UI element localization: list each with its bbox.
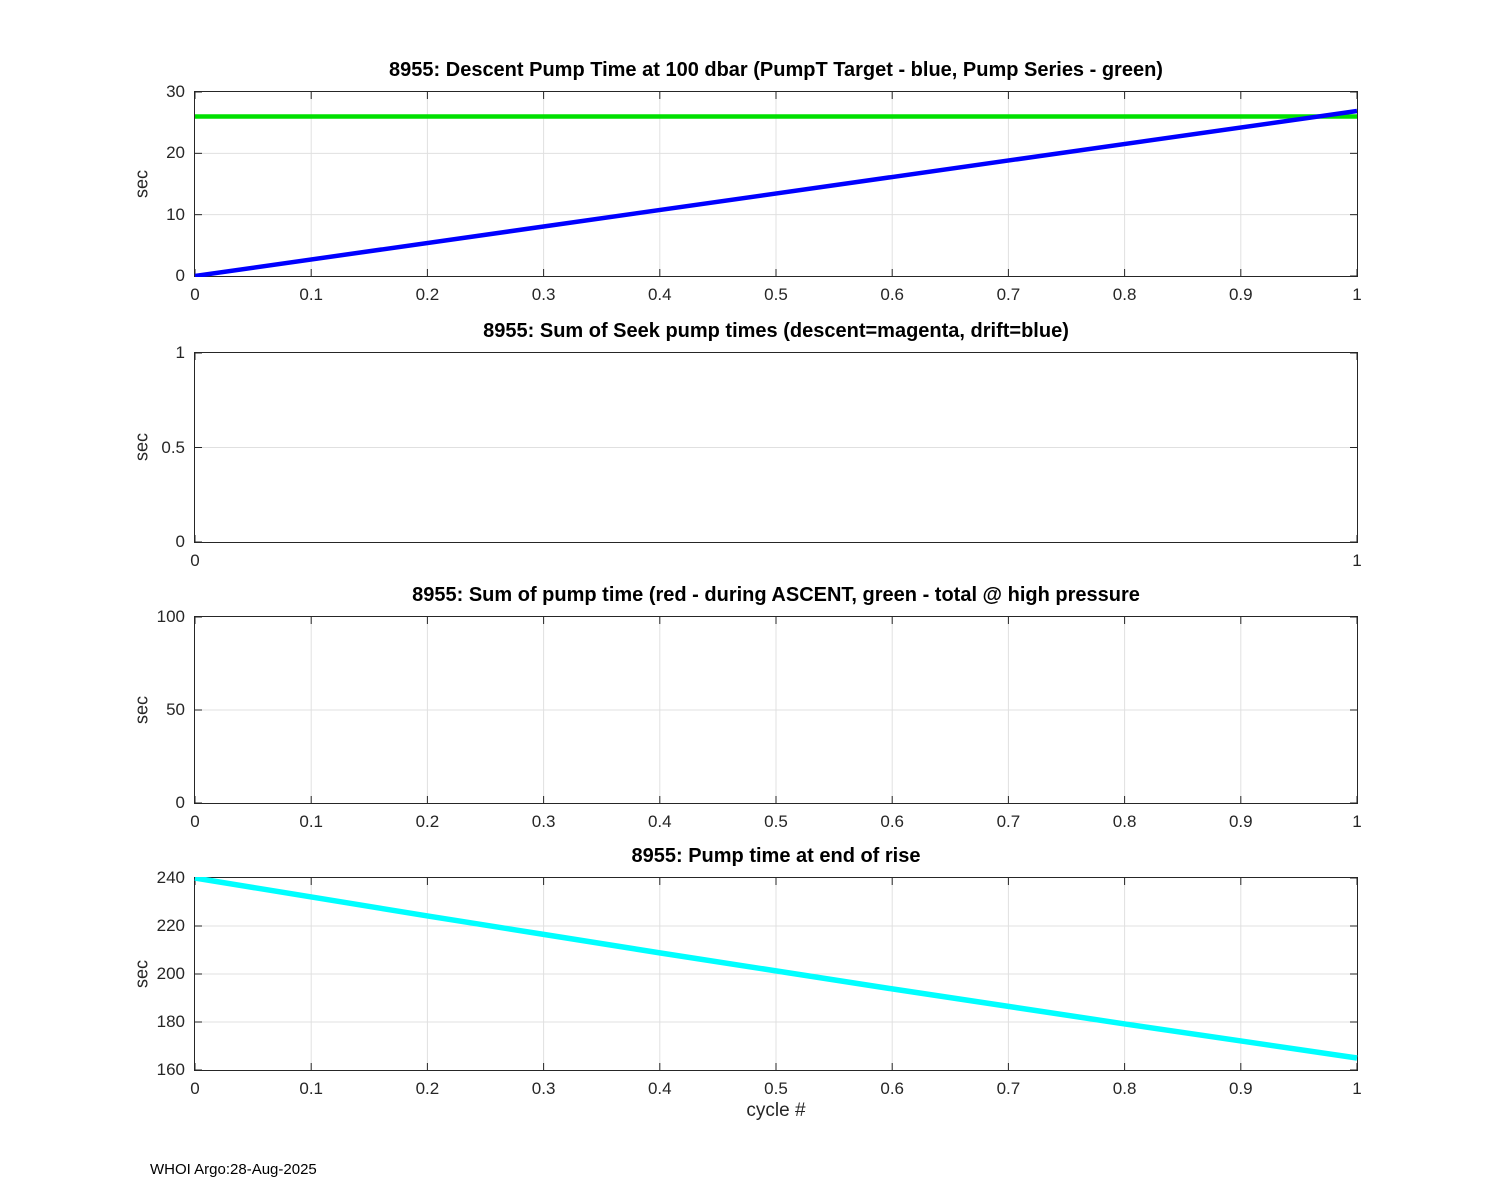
x-tick-label: 0 [190,551,200,570]
x-tick-label: 0.2 [415,812,440,831]
x-tick-label: 0.1 [299,285,324,304]
y-tick-label: 0 [175,793,185,812]
x-tick-label: 0.4 [647,1079,672,1098]
x-tick-label: 0.3 [531,1079,556,1098]
x-tick-label: 0 [190,1079,200,1098]
axes-box [194,616,1358,804]
x-tick-label: 1 [1352,1079,1362,1098]
axes-box [194,877,1358,1071]
y-tick-label: 30 [166,82,185,101]
plot-svg-2 [194,352,1358,543]
y-tick-label: 0.5 [161,437,185,457]
x-tick-label: 0.2 [415,1079,440,1098]
chart4-title: 8955: Pump time at end of rise [631,845,921,867]
y-tick-label: 100 [156,607,185,626]
y-tick-label: 200 [156,964,185,983]
x-tick-label: 0.7 [996,812,1021,831]
x-tick-label: 0.9 [1228,812,1253,831]
x-tick-label: 0.9 [1228,285,1253,304]
x-tick-label: 0.8 [1112,1079,1137,1098]
chart2-title: 8955: Sum of Seek pump times (descent=ma… [483,320,1069,342]
x-tick-label: 0.7 [996,285,1021,304]
x-tick-label: 0 [190,812,200,831]
y-tick-label: 220 [156,916,185,935]
chart3-title: 8955: Sum of pump time (red - during ASC… [412,584,1140,606]
x-tick-label: 0.4 [647,285,672,304]
chart1-ylabel: sec [131,169,152,199]
y-tick-label: 20 [166,143,185,163]
x-tick-label: 0.9 [1228,1079,1253,1098]
pump-time-at-end-of-rise-cyan-line [194,877,1358,1061]
footer-stamp: WHOI Argo:28-Aug-2025 [150,1161,317,1178]
pumpt-target-blue-line [194,108,1358,277]
chart4-xlabel: cycle # [746,1100,806,1121]
x-tick-label: 0.1 [299,1079,324,1098]
y-tick-label: 10 [166,204,185,224]
x-tick-label: 0.5 [764,285,788,304]
x-tick-label: 0.6 [880,285,905,304]
axes-box [194,352,1358,543]
x-tick-label: 0.6 [880,1079,905,1098]
plot-svg-4 [194,877,1358,1071]
y-tick-label: 1 [175,343,185,362]
y-tick-label: 50 [166,700,185,719]
x-tick-label: 0.8 [1112,812,1137,831]
chart1-title: 8955: Descent Pump Time at 100 dbar (Pum… [389,59,1163,81]
axes-box [194,91,1358,277]
x-tick-label: 0.8 [1112,285,1137,304]
y-tick-label: 240 [156,868,185,887]
plot-svg-1 [194,91,1358,277]
x-tick-label: 1 [1352,285,1362,304]
x-tick-label: 1 [1352,551,1362,570]
y-tick-label: 0 [175,266,185,285]
y-tick-label: 160 [156,1060,185,1079]
x-tick-label: 0.1 [299,812,324,831]
x-tick-label: 0.3 [531,285,556,304]
x-tick-label: 0.3 [531,812,556,831]
y-tick-label: 0 [175,532,185,551]
x-tick-label: 0.6 [880,812,905,831]
x-tick-label: 0.7 [996,1079,1021,1098]
x-tick-label: 0.5 [764,812,788,831]
x-tick-label: 0.2 [415,285,440,304]
x-tick-label: 1 [1352,812,1362,831]
y-tick-label: 180 [156,1012,185,1031]
x-tick-label: 0 [190,285,200,304]
plot-svg-3 [194,616,1358,804]
x-tick-label: 0.4 [647,812,672,831]
x-tick-label: 0.5 [764,1079,788,1098]
